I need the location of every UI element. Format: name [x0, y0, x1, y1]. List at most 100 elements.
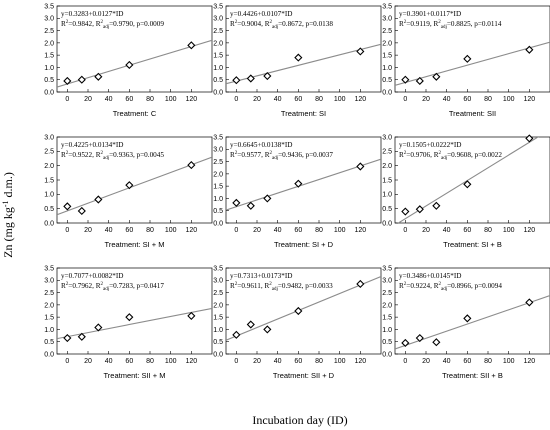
regression-equation: y=0.4426+0.0107*ID	[230, 10, 292, 18]
x-tick-label: 0	[65, 227, 69, 234]
x-tick-label: 120	[354, 227, 366, 234]
y-tick-label: 3.5	[213, 134, 223, 141]
x-tick-label: 120	[185, 96, 197, 103]
x-tick-label: 60	[125, 358, 133, 365]
y-tick-label: 3.5	[213, 3, 223, 10]
x-tick-label: 0	[234, 96, 238, 103]
x-tick-label: 60	[294, 227, 302, 234]
x-tick-label: 0	[234, 227, 238, 234]
data-point	[463, 54, 472, 63]
fit-line	[226, 158, 381, 211]
y-tick-label: 0.5	[213, 77, 223, 84]
treatment-label: Treatment: SII + B	[442, 371, 503, 380]
fit-line	[57, 156, 212, 216]
fit-line	[57, 307, 212, 340]
y-tick-label: 0.0	[382, 351, 392, 358]
data-point	[415, 333, 424, 343]
y-tick-label: 3.5	[382, 265, 392, 272]
x-tick-label: 0	[234, 358, 238, 365]
y-tick-label: 2.5	[44, 149, 54, 156]
y-tick-label: 1.5	[44, 177, 54, 184]
y-tick-label: 2.0	[213, 302, 223, 309]
regression-equation: y=0.1505+0.0222*ID	[399, 141, 461, 149]
data-point	[187, 41, 196, 50]
data-point	[294, 53, 303, 62]
data-point	[525, 298, 534, 307]
y-tick-label: 2.5	[213, 28, 223, 35]
y-tick-label: 3.0	[44, 278, 54, 285]
data-point	[187, 311, 196, 320]
x-tick-label: 120	[354, 358, 366, 365]
x-tick-label: 60	[125, 227, 133, 234]
x-tick-label: 120	[354, 96, 366, 103]
y-tick-label: 3.5	[44, 3, 54, 10]
y-tick-label: 0.5	[213, 339, 223, 346]
regression-equation: y=0.4225+0.0134*ID	[61, 141, 123, 149]
y-tick-label: 1.0	[44, 192, 54, 199]
x-tick-label: 80	[484, 358, 492, 365]
x-tick-label: 80	[315, 227, 323, 234]
plot-frame	[225, 267, 382, 355]
x-tick-label: 20	[253, 96, 261, 103]
y-tick-label: 0.5	[213, 208, 223, 215]
data-point	[187, 161, 196, 170]
x-tick-label: 80	[315, 96, 323, 103]
treatment-label: Treatment: C	[113, 109, 157, 118]
panel-8: 0.0 0.5 1.0 1.5 2.0 2.5 3.0 3.5 0 20 40 60 80 100 120 y…	[213, 265, 382, 380]
plot-frame	[394, 267, 550, 355]
x-tick-label: 100	[334, 358, 346, 365]
x-tick-label: 80	[484, 96, 492, 103]
x-tick-label: 100	[503, 96, 515, 103]
y-tick-label: 3.0	[382, 278, 392, 285]
regression-stats: R2=0.9522, R2adj=0.9363, p=0.0045	[61, 151, 164, 161]
treatment-label: Treatment: SII + D	[273, 371, 335, 380]
data-point	[432, 338, 441, 347]
x-tick-label: 60	[463, 96, 471, 103]
y-tick-label: 1.5	[382, 177, 392, 184]
panel-9: 0.0 0.5 1.0 1.5 2.0 2.5 3.0 3.5 0 20 40 60 80 100 120 y…	[382, 265, 550, 380]
data-point	[432, 72, 441, 81]
data-point	[294, 179, 303, 188]
y-tick-label: 2.5	[382, 28, 392, 35]
x-tick-label: 20	[84, 227, 92, 234]
data-point	[94, 72, 103, 81]
y-tick-label: 3.0	[382, 16, 392, 23]
y-tick-label: 1.0	[213, 196, 223, 203]
y-tick-label: 0.5	[44, 206, 54, 213]
y-tick-label: 1.0	[382, 327, 392, 334]
data-point	[232, 198, 241, 207]
y-tick-label: 1.5	[44, 53, 54, 60]
y-tick-label: 0.0	[382, 220, 392, 227]
x-tick-label: 20	[84, 96, 92, 103]
regression-stats: R2=0.9224, R2adj=0.8966, p=0.0094	[399, 282, 502, 292]
y-tick-label: 2.5	[44, 28, 54, 35]
y-tick-label: 2.5	[44, 290, 54, 297]
regression-stats: R2=0.7962, R2adj=0.7283, p=0.0417	[61, 282, 164, 292]
x-tick-label: 20	[422, 96, 430, 103]
y-tick-label: 1.5	[213, 184, 223, 191]
y-tick-label: 2.0	[44, 40, 54, 47]
data-point	[63, 333, 72, 343]
x-tick-label: 40	[274, 227, 282, 234]
x-tick-label: 40	[443, 96, 451, 103]
y-tick-label: 0.0	[213, 89, 223, 96]
x-tick-label: 80	[146, 96, 154, 103]
regression-equation: y=0.3486+0.0145*ID	[399, 272, 461, 280]
x-tick-label: 100	[334, 96, 346, 103]
data-point	[246, 201, 255, 210]
y-tick-label: 3.5	[44, 265, 54, 272]
plot-frame	[56, 5, 213, 93]
y-tick-label: 1.5	[382, 315, 392, 322]
data-point	[94, 323, 103, 332]
data-point	[263, 194, 272, 203]
data-point	[463, 180, 472, 189]
y-tick-label: 0.5	[44, 77, 54, 84]
x-tick-label: 20	[84, 358, 92, 365]
panel-grid: 0.0 0.5 1.0 1.5 2.0 2.5 3.0 3.5 0 20 40 60 80 100 120 y…	[44, 3, 550, 380]
x-tick-label: 100	[503, 358, 515, 365]
x-tick-label: 60	[463, 358, 471, 365]
y-tick-label: 0.5	[382, 77, 392, 84]
x-tick-label: 20	[422, 227, 430, 234]
y-tick-label: 0.5	[382, 206, 392, 213]
y-tick-label: 0.0	[44, 351, 54, 358]
